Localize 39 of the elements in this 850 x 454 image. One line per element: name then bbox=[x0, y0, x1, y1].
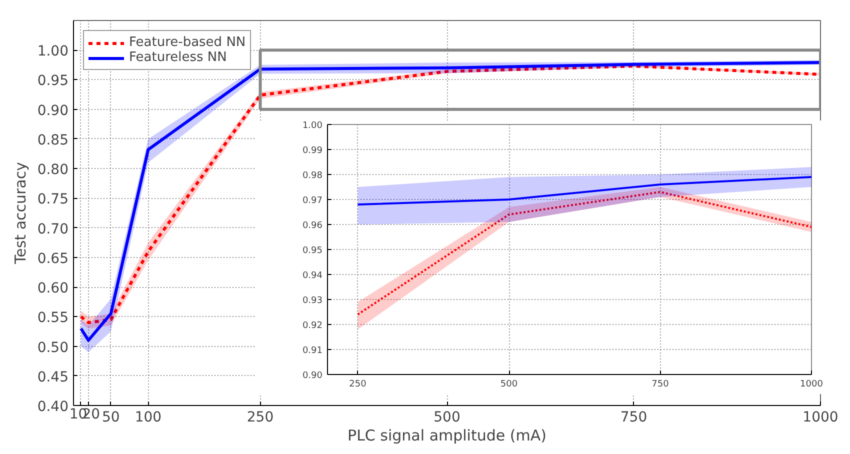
y-tick-label: 0.97 bbox=[302, 196, 323, 206]
x-axis-title: PLC signal amplitude (mA) bbox=[348, 426, 546, 444]
x-tick-label: 500 bbox=[434, 410, 460, 426]
x-tick-label: 1000 bbox=[800, 380, 824, 390]
x-tick-label: 750 bbox=[620, 410, 648, 426]
y-tick-label: 1.00 bbox=[37, 44, 68, 60]
y-tick-label: 0.65 bbox=[37, 250, 68, 267]
y-tick-label: 0.93 bbox=[302, 296, 323, 306]
x-tick-label: 250 bbox=[349, 380, 367, 390]
x-tick-label: 250 bbox=[246, 410, 274, 426]
y-tick-label: 0.55 bbox=[37, 310, 68, 326]
y-tick-label: 0.99 bbox=[302, 146, 323, 156]
y-tick-label: 0.60 bbox=[37, 280, 68, 297]
x-tick-label: 750 bbox=[652, 380, 670, 390]
y-tick-label: 0.40 bbox=[37, 399, 68, 415]
x-tick-label: 100 bbox=[134, 410, 162, 426]
line-series bbox=[356, 176, 812, 206]
x-tick-label: 500 bbox=[500, 380, 518, 390]
y-tick-label: 0.94 bbox=[302, 271, 323, 281]
y-tick-label: 0.90 bbox=[302, 371, 323, 381]
y-tick-label: 0.91 bbox=[302, 346, 323, 356]
x-tick-label: 1000 bbox=[802, 410, 838, 426]
legend-label: Feature-based NN bbox=[129, 35, 246, 50]
y-tick-label: 0.85 bbox=[37, 132, 68, 148]
y-tick-label: 0.70 bbox=[37, 221, 68, 238]
y-tick-label: 0.90 bbox=[37, 102, 68, 119]
y-tick-label: 0.95 bbox=[37, 73, 68, 90]
y-tick-label: 0.96 bbox=[302, 221, 323, 231]
x-tick-label: 50 bbox=[102, 410, 120, 426]
legend-label: Featureless NN bbox=[129, 50, 227, 65]
y-tick-label: 0.95 bbox=[302, 246, 323, 256]
y-tick-label: 0.92 bbox=[302, 321, 323, 331]
y-tick-label: 0.50 bbox=[37, 340, 68, 356]
y-tick-label: 1.00 bbox=[302, 121, 323, 131]
y-tick-label: 0.80 bbox=[37, 162, 68, 178]
y-tick-label: 0.98 bbox=[302, 171, 323, 181]
y-tick-label: 0.45 bbox=[37, 369, 68, 386]
y-tick-label: 0.75 bbox=[37, 192, 68, 208]
y-axis-title: Test accuracy bbox=[11, 162, 30, 265]
